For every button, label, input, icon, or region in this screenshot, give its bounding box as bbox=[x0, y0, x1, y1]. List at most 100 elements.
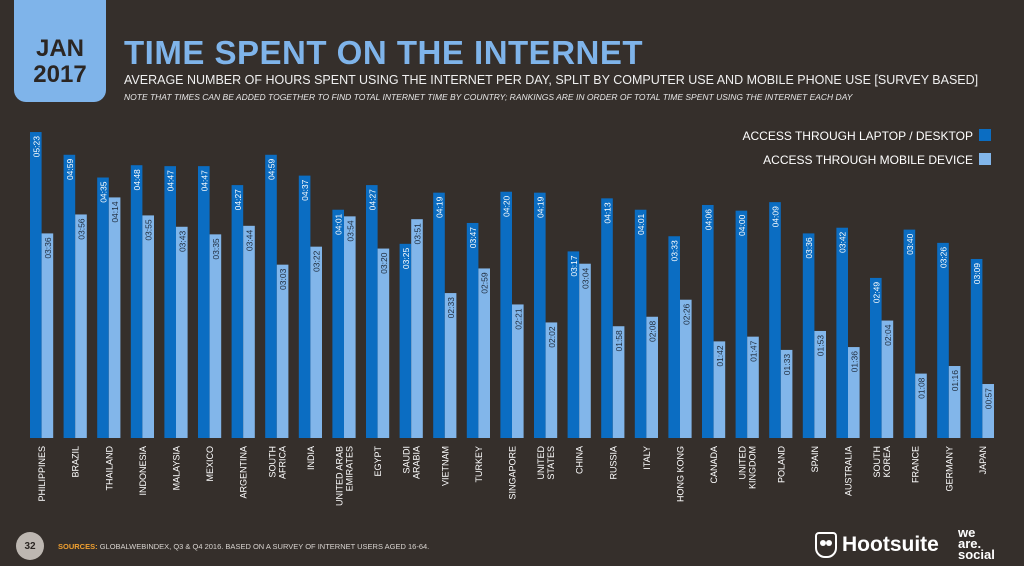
category-label: KINGDOM bbox=[748, 446, 758, 489]
category-label: AFRICA bbox=[277, 446, 287, 479]
bar-value-label: 04:27 bbox=[367, 189, 377, 211]
legend-swatch bbox=[979, 153, 991, 165]
legend-swatch bbox=[979, 129, 991, 141]
category-label: STATES bbox=[546, 446, 556, 480]
bar-mobile bbox=[344, 216, 356, 438]
page-subtitle: AVERAGE NUMBER OF HOURS SPENT USING THE … bbox=[124, 73, 979, 87]
bar-value-label: 02:02 bbox=[547, 326, 557, 348]
bar-value-label: 01:33 bbox=[782, 354, 792, 376]
bar-value-label: 04:47 bbox=[166, 170, 176, 192]
bar-mobile bbox=[411, 219, 423, 438]
bar-desktop bbox=[97, 177, 109, 438]
bar-value-label: 03:54 bbox=[345, 220, 355, 242]
category-label: BRAZIL bbox=[71, 446, 81, 478]
category-label: AUSTRALIA bbox=[844, 446, 854, 496]
bar-value-label: 02:49 bbox=[871, 282, 881, 304]
category-label: CHINA bbox=[575, 446, 585, 474]
bar-value-label: 04:59 bbox=[267, 159, 277, 181]
category-label: SOUTH bbox=[872, 446, 882, 478]
bar-mobile bbox=[142, 215, 154, 438]
bar-mobile bbox=[747, 336, 759, 438]
bar-desktop bbox=[601, 198, 613, 438]
category-label: KOREA bbox=[882, 446, 892, 478]
bar-value-label: 04:35 bbox=[99, 181, 109, 203]
bar-desktop bbox=[534, 192, 546, 438]
bar-mobile bbox=[646, 316, 658, 438]
bar-mobile bbox=[444, 293, 457, 438]
bar-mobile bbox=[612, 326, 625, 438]
bar-mobile bbox=[680, 299, 692, 438]
bar-value-label: 02:08 bbox=[648, 320, 658, 342]
bar-value-label: 04:13 bbox=[603, 202, 613, 224]
hootsuite-wordmark: Hootsuite bbox=[842, 533, 939, 556]
bar-desktop bbox=[298, 175, 311, 438]
bar-mobile bbox=[780, 349, 793, 438]
category-label: RUSSIA bbox=[608, 446, 618, 480]
category-label: UNITED bbox=[738, 446, 748, 480]
bar-mobile bbox=[848, 347, 860, 438]
date-year: 2017 bbox=[33, 61, 87, 88]
category-label: SAUDI bbox=[402, 446, 412, 474]
bar-desktop bbox=[433, 192, 445, 438]
bar-desktop bbox=[198, 166, 210, 438]
category-label: FRANCE bbox=[911, 446, 921, 483]
bar-mobile bbox=[243, 225, 255, 438]
category-label: ARABIA bbox=[412, 446, 422, 479]
category-label: EMIRATES bbox=[345, 446, 355, 491]
bar-desktop bbox=[836, 227, 848, 438]
bar-value-label: 03:03 bbox=[278, 268, 288, 290]
bar-value-label: 01:16 bbox=[950, 370, 960, 392]
bar-value-label: 03:35 bbox=[211, 238, 221, 260]
bar-mobile bbox=[478, 268, 490, 438]
category-label: MALAYSIA bbox=[172, 446, 182, 490]
category-label: INDIA bbox=[306, 446, 316, 470]
bar-value-label: 03:04 bbox=[581, 267, 591, 289]
bar-value-label: 03:47 bbox=[468, 227, 478, 249]
bar-mobile bbox=[881, 320, 894, 438]
bar-value-label: 04:47 bbox=[199, 170, 209, 192]
category-label: SPAIN bbox=[810, 446, 820, 472]
bar-mobile bbox=[176, 226, 188, 438]
bar-value-label: 02:04 bbox=[883, 324, 893, 346]
category-label: POLAND bbox=[776, 446, 786, 484]
bar-value-label: 04:19 bbox=[535, 196, 545, 218]
bar-value-label: 03:56 bbox=[77, 218, 87, 240]
bar-value-label: 04:01 bbox=[636, 213, 646, 235]
bar-desktop bbox=[668, 236, 680, 438]
bar-desktop bbox=[332, 209, 344, 438]
bar-value-label: 03:51 bbox=[413, 223, 423, 245]
legend-label: ACCESS THROUGH MOBILE DEVICE bbox=[763, 153, 973, 167]
category-label: EGYPT bbox=[373, 446, 383, 477]
bar-mobile bbox=[982, 384, 994, 438]
bar-desktop bbox=[702, 204, 714, 438]
category-label: GERMANY bbox=[944, 446, 954, 492]
bar-value-label: 01:47 bbox=[749, 340, 759, 362]
bar-value-label: 02:33 bbox=[446, 297, 456, 319]
bar-value-label: 01:36 bbox=[849, 351, 859, 373]
bar-value-label: 04:14 bbox=[110, 201, 120, 223]
category-label: VIETNAM bbox=[440, 446, 450, 486]
bar-desktop bbox=[937, 242, 949, 438]
bar-value-label: 04:00 bbox=[737, 214, 747, 236]
bar-value-label: 03:36 bbox=[804, 237, 814, 259]
bar-value-label: 03:44 bbox=[245, 230, 255, 252]
page-note: NOTE THAT TIMES CAN BE ADDED TOGETHER TO… bbox=[124, 92, 853, 102]
bar-desktop bbox=[769, 202, 781, 438]
bar-value-label: 03:33 bbox=[670, 240, 680, 262]
bar-value-label: 03:36 bbox=[43, 237, 53, 259]
bar-mobile bbox=[579, 263, 591, 438]
bar-value-label: 03:20 bbox=[379, 252, 389, 274]
bar-desktop bbox=[366, 185, 378, 438]
bar-value-label: 04:48 bbox=[132, 169, 142, 191]
bar-value-label: 05:23 bbox=[31, 136, 41, 158]
bar-value-label: 04:20 bbox=[502, 195, 512, 217]
page-title: TIME SPENT ON THE INTERNET bbox=[124, 34, 644, 71]
bar-desktop bbox=[231, 185, 244, 438]
bar-value-label: 01:08 bbox=[917, 377, 927, 399]
bar-desktop bbox=[63, 154, 76, 438]
category-label: ARGENTINA bbox=[239, 446, 249, 499]
bar-value-label: 03:17 bbox=[569, 255, 579, 277]
bar-desktop bbox=[164, 166, 176, 438]
bar-desktop bbox=[802, 233, 815, 438]
bar-value-label: 01:42 bbox=[715, 345, 725, 367]
